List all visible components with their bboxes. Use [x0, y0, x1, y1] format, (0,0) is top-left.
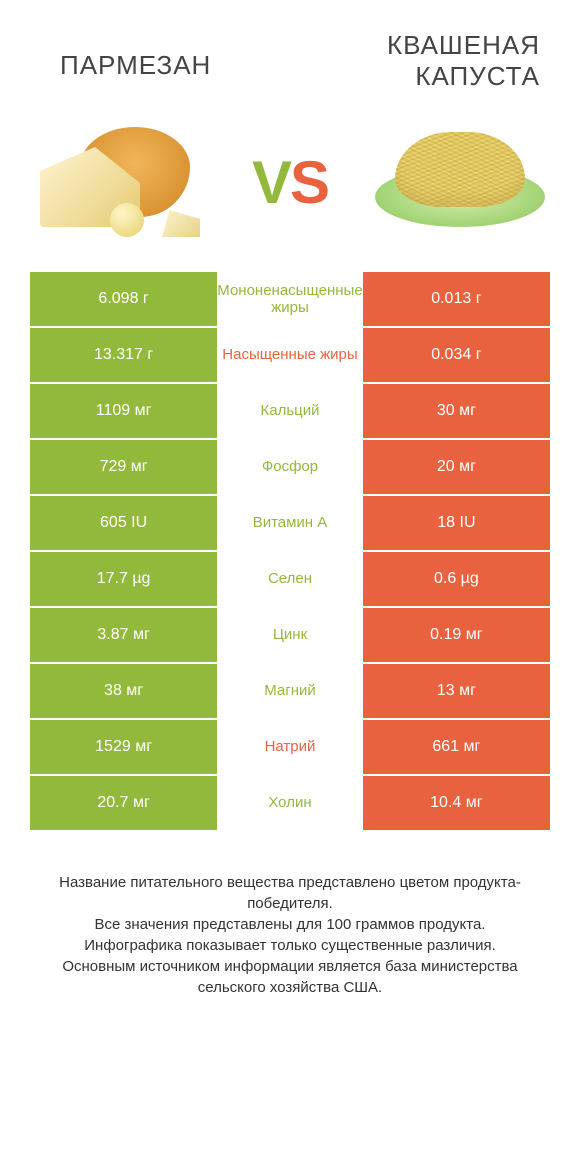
left-value-cell: 3.87 мг: [30, 608, 217, 662]
table-row: 20.7 мгХолин10.4 мг: [30, 776, 550, 832]
header: ПАРМЕЗАН КВАШЕНАЯ КАПУСТА: [0, 0, 580, 102]
vs-label: VS: [252, 148, 328, 217]
table-row: 6.098 гМононенасыщенные жиры0.013 г: [30, 272, 550, 328]
right-value-cell: 13 мг: [363, 664, 550, 718]
right-product-title: КВАШЕНАЯ КАПУСТА: [300, 30, 540, 92]
right-product-image: [370, 122, 550, 242]
left-value-cell: 1109 мг: [30, 384, 217, 438]
nutrient-label-cell: Насыщенные жиры: [217, 328, 363, 382]
table-row: 605 IUВитамин A18 IU: [30, 496, 550, 552]
right-value-cell: 661 мг: [363, 720, 550, 774]
nutrient-label-cell: Витамин A: [217, 496, 363, 550]
left-value-cell: 38 мг: [30, 664, 217, 718]
left-value-cell: 1529 мг: [30, 720, 217, 774]
table-row: 38 мгМагний13 мг: [30, 664, 550, 720]
right-value-cell: 18 IU: [363, 496, 550, 550]
right-value-cell: 10.4 мг: [363, 776, 550, 830]
nutrient-label-cell: Мононенасыщенные жиры: [217, 272, 363, 326]
vs-s: S: [290, 149, 328, 216]
sauerkraut-icon: [375, 127, 545, 237]
nutrient-label-cell: Холин: [217, 776, 363, 830]
left-value-cell: 605 IU: [30, 496, 217, 550]
vs-v: V: [252, 149, 290, 216]
right-value-cell: 0.013 г: [363, 272, 550, 326]
left-value-cell: 13.317 г: [30, 328, 217, 382]
table-row: 17.7 µgСелен0.6 µg: [30, 552, 550, 608]
table-row: 13.317 гНасыщенные жиры0.034 г: [30, 328, 550, 384]
nutrient-label-cell: Фосфор: [217, 440, 363, 494]
right-value-cell: 0.19 мг: [363, 608, 550, 662]
right-value-cell: 0.034 г: [363, 328, 550, 382]
left-value-cell: 729 мг: [30, 440, 217, 494]
nutrient-label-cell: Магний: [217, 664, 363, 718]
table-row: 1109 мгКальций30 мг: [30, 384, 550, 440]
table-row: 3.87 мгЦинк0.19 мг: [30, 608, 550, 664]
right-value-cell: 20 мг: [363, 440, 550, 494]
left-value-cell: 20.7 мг: [30, 776, 217, 830]
nutrient-label-cell: Цинк: [217, 608, 363, 662]
footer-line: Основным источником информации является …: [30, 956, 550, 998]
nutrient-label-cell: Натрий: [217, 720, 363, 774]
cheese-icon: [40, 127, 200, 237]
left-product-image: [30, 122, 210, 242]
table-row: 1529 мгНатрий661 мг: [30, 720, 550, 776]
footer-notes: Название питательного вещества представл…: [0, 832, 580, 998]
footer-line: Инфографика показывает только существенн…: [30, 935, 550, 956]
left-value-cell: 17.7 µg: [30, 552, 217, 606]
left-product-title: ПАРМЕЗАН: [40, 30, 300, 92]
left-value-cell: 6.098 г: [30, 272, 217, 326]
nutrient-label-cell: Селен: [217, 552, 363, 606]
nutrient-label-cell: Кальций: [217, 384, 363, 438]
footer-line: Название питательного вещества представл…: [30, 872, 550, 914]
right-value-cell: 0.6 µg: [363, 552, 550, 606]
product-images-row: VS: [0, 102, 580, 272]
footer-line: Все значения представлены для 100 граммо…: [30, 914, 550, 935]
table-row: 729 мгФосфор20 мг: [30, 440, 550, 496]
nutrient-comparison-table: 6.098 гМононенасыщенные жиры0.013 г13.31…: [0, 272, 580, 832]
right-value-cell: 30 мг: [363, 384, 550, 438]
